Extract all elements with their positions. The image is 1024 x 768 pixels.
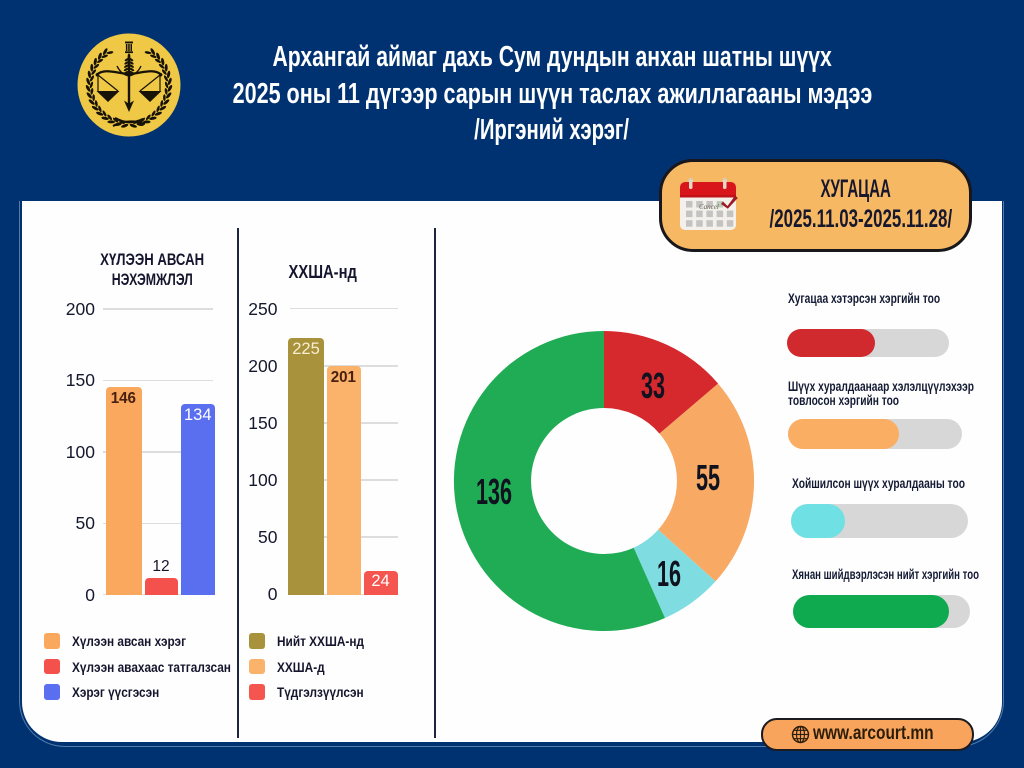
svg-text:Cancel: Cancel bbox=[699, 203, 719, 211]
